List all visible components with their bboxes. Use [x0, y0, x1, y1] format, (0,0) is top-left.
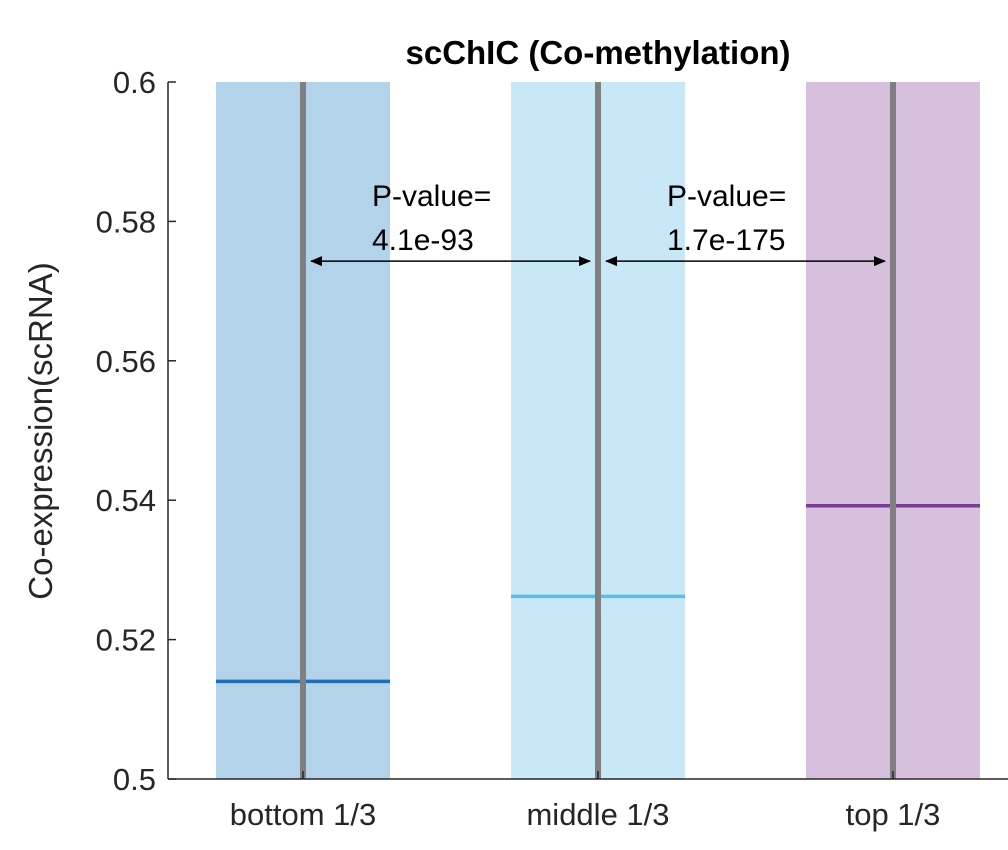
x-tick-label-2: middle 1/3 [526, 797, 669, 832]
y-axis-label: Co-expression(scRNA) [22, 262, 59, 599]
plot-area: P-value= 4.1e-93 P-value= 1.7e-175 [216, 82, 980, 779]
y-tick-label-6: 0.6 [113, 65, 156, 100]
pvalue-value-2: 1.7e-175 [667, 224, 785, 257]
x-tick-label-1: bottom 1/3 [230, 797, 376, 832]
x-tick-label-3: top 1/3 [846, 797, 941, 832]
y-tick-label-2: 0.52 [96, 623, 156, 658]
axes: 0.5 0.52 0.54 0.56 0.58 0.6 bottom 1/3 middle 1… [96, 65, 1008, 832]
chart-title: scChIC (Co-methylation) [405, 34, 790, 71]
pvalue-label-2: P-value= [667, 180, 786, 213]
y-tick-label-3: 0.54 [96, 483, 156, 518]
pvalue-label-1: P-value= [372, 180, 491, 213]
y-tick-label-4: 0.56 [96, 344, 156, 379]
y-tick-label-5: 0.58 [96, 204, 156, 239]
pvalue-value-1: 4.1e-93 [372, 224, 474, 257]
y-tick-label-1: 0.5 [113, 762, 156, 797]
